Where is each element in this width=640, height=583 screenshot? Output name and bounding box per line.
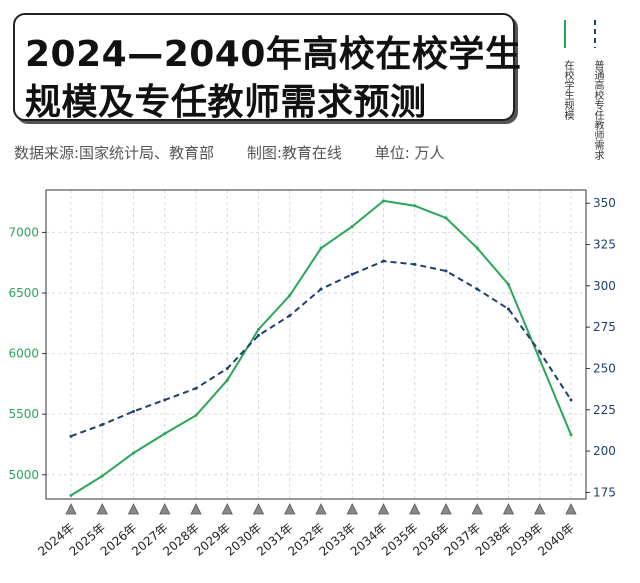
x-tick-marker [65, 503, 77, 515]
data-point-students [257, 327, 260, 331]
data-point-students [444, 216, 448, 220]
y-right-tick-label: 350 [593, 196, 616, 210]
y-right-tick-label: 275 [593, 320, 616, 334]
x-tick-marker [190, 503, 202, 515]
title-box: 2024—2040年高校在校学生 规模及专任教师需求预测 [13, 13, 521, 123]
data-point-teachers [350, 272, 354, 276]
data-point-teachers [69, 434, 73, 438]
data-point-students [288, 293, 292, 297]
y-left-tick-label: 6500 [8, 286, 39, 300]
legend-swatch-students [564, 20, 566, 48]
x-tick-marker [346, 503, 358, 515]
x-tick-label: 2040年 [535, 521, 577, 559]
data-point-students [569, 433, 573, 437]
x-tick-marker [221, 503, 233, 515]
legend-label-students: 在校学生规模 [562, 60, 573, 120]
data-point-teachers [475, 287, 479, 291]
legend: 在校学生规模 普通高校专任教师需求 [555, 20, 630, 160]
data-point-teachers [225, 366, 229, 370]
data-point-teachers [507, 307, 510, 311]
legend-item-teachers: 普通高校专任教师需求 [585, 20, 615, 160]
legend-label-teachers: 普通高校专任教师需求 [592, 60, 603, 160]
y-right-tick-label: 250 [593, 361, 616, 375]
data-point-students [475, 246, 479, 250]
x-tick-marker [315, 503, 327, 515]
x-tick-marker [440, 503, 452, 515]
x-tick-marker [565, 503, 577, 515]
data-point-teachers [132, 409, 135, 413]
unit-label: 单位: 万人 [374, 144, 445, 162]
data-point-teachers [319, 287, 323, 291]
y-right-tick-label: 200 [593, 444, 616, 458]
data-point-teachers [569, 398, 573, 402]
chart-title-line-1: 2024—2040年高校在校学生 [25, 34, 522, 75]
x-tick-marker [471, 503, 483, 515]
data-point-teachers [382, 259, 385, 263]
legend-swatch-teachers [594, 20, 596, 48]
y-right-tick-label: 300 [593, 279, 616, 293]
y-left-tick-label: 5000 [8, 468, 39, 482]
data-point-teachers [163, 398, 167, 402]
x-tick-marker [127, 503, 140, 515]
data-point-students [194, 413, 198, 417]
y-left-tick-label: 6000 [8, 347, 39, 361]
data-source: 数据来源:国家统计局、教育部 [14, 144, 215, 162]
x-tick-marker [534, 503, 546, 515]
plot-frame [45, 189, 587, 500]
data-point-students [132, 451, 135, 455]
chart-title-line-2: 规模及专任教师需求预测 [25, 82, 427, 123]
data-point-students [382, 199, 385, 203]
data-point-students [163, 432, 167, 436]
data-point-teachers [538, 350, 542, 354]
data-point-students [225, 378, 229, 382]
y-left-tick-label: 5500 [8, 407, 39, 421]
x-tick-marker [409, 503, 421, 515]
x-tick-marker [96, 503, 108, 515]
y-right-tick-label: 225 [593, 403, 616, 417]
data-point-teachers [257, 333, 260, 337]
legend-item-students: 在校学生规模 [555, 20, 585, 150]
data-point-students [350, 224, 354, 228]
data-point-students [100, 474, 104, 478]
data-point-students [319, 246, 323, 250]
y-right-tick-label: 175 [593, 485, 616, 499]
y-right-tick-label: 325 [593, 238, 616, 252]
x-tick-marker [284, 503, 296, 515]
source-row: 数据来源:国家统计局、教育部 制图:教育在线 单位: 万人 [14, 142, 473, 163]
data-point-students [507, 283, 510, 287]
x-tick-marker [377, 503, 390, 515]
y-left-tick-label: 7000 [8, 225, 39, 239]
chart-maker: 制图:教育在线 [246, 144, 342, 162]
data-point-teachers [100, 423, 104, 427]
x-tick-marker [159, 503, 171, 515]
x-tick-marker [502, 503, 515, 515]
x-tick-marker [252, 503, 265, 515]
data-point-teachers [444, 269, 448, 273]
data-point-teachers [288, 314, 292, 318]
data-point-students [538, 358, 542, 362]
data-point-students [413, 204, 417, 208]
data-point-teachers [194, 386, 198, 390]
data-point-teachers [413, 262, 417, 266]
data-point-students [69, 493, 73, 497]
